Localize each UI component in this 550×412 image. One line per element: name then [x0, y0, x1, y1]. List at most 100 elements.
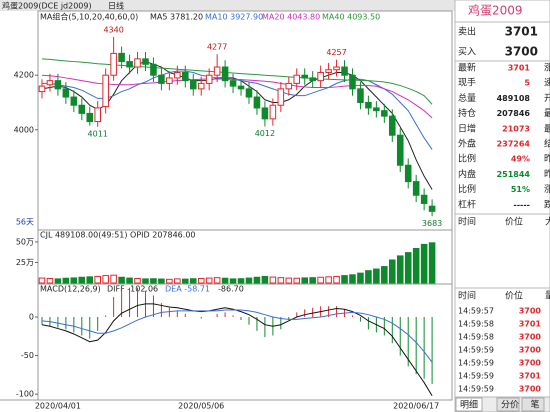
volume-bar [293, 277, 301, 284]
row-side: 涨 [544, 63, 550, 74]
tab-label[interactable]: 笔 [530, 399, 539, 411]
quote-title: 鸡蛋2009 [468, 3, 523, 18]
row-label: 日增 [458, 122, 476, 134]
days-label: 56天 [16, 218, 34, 227]
row-side: 昨 [544, 153, 550, 165]
row-label: 外盘 [458, 138, 476, 150]
tab[interactable] [455, 397, 483, 412]
row-value: 51% [511, 185, 530, 194]
volume-bar [325, 276, 332, 284]
candle-body [174, 71, 181, 79]
low-label: 3683 [422, 219, 442, 228]
column-header: 量 [545, 291, 550, 302]
candle-body [420, 194, 428, 204]
row-label: 内盘 [458, 168, 476, 180]
candle-body [404, 164, 412, 183]
row-label: 持仓 [458, 107, 476, 119]
row-side: 结 [544, 138, 550, 150]
column-header: 大 [545, 216, 550, 228]
volume-bar [205, 277, 213, 284]
row-side: 最 [544, 123, 550, 134]
trade-time: 14:59:59 [458, 359, 494, 368]
volume-bar [412, 248, 420, 284]
candle-body [333, 66, 340, 71]
volume-bar [357, 272, 364, 284]
row-label: 比例 [458, 153, 476, 165]
volume-bar [182, 278, 189, 284]
volume-bar [269, 276, 277, 284]
candle-body [381, 110, 388, 117]
macd-dea-line [41, 309, 433, 363]
candle-body [86, 112, 94, 123]
candle-body [261, 107, 269, 120]
tab-label[interactable]: 明细 [460, 399, 478, 411]
candle-body [110, 52, 117, 76]
diff-label: DIFF -102.06 [107, 285, 158, 294]
candle-body [357, 88, 364, 103]
x-tick-label: 2020/06/17 [393, 402, 439, 411]
volume-bar [341, 275, 348, 284]
candle-body [38, 85, 46, 93]
y-tick-label: 4200 [14, 71, 34, 80]
volume-bar [389, 259, 396, 284]
volume-bar [54, 278, 62, 284]
volume-bar [237, 278, 245, 284]
high-label: 4340 [103, 26, 123, 35]
high-label: 4277 [207, 43, 227, 52]
volume-bar [317, 276, 324, 284]
x-tick-label: 2020/05/06 [178, 402, 224, 411]
candle-body [389, 115, 396, 136]
candle-body [134, 58, 141, 68]
volume-bar [142, 278, 149, 284]
trade-time: 14:59:59 [458, 385, 494, 394]
tab[interactable] [521, 397, 545, 412]
candle-body [269, 104, 277, 120]
row-side: 最 [544, 108, 550, 119]
candle-body [293, 74, 301, 84]
quote-label: 买入 [458, 47, 476, 58]
y-tick-label: 25万 [16, 258, 34, 267]
y-tick-label: 0 [29, 313, 34, 322]
volume-bar [373, 268, 380, 284]
row-value: 3701 [508, 64, 531, 73]
candle-body [118, 52, 125, 63]
tab[interactable] [496, 397, 520, 412]
macd-title: MACD(12,26,9) [40, 285, 101, 294]
volume-bar [253, 276, 261, 284]
period[interactable]: 日线 [108, 1, 124, 11]
volume-bar [349, 274, 356, 284]
ma-title: MA组合(5,10,20,40,60,0) [40, 12, 138, 22]
volume-bar [261, 275, 269, 284]
candle-body [150, 63, 157, 76]
trade-time: 14:59:59 [458, 372, 494, 381]
candle-body [325, 69, 332, 73]
y-tick-label: 4000 [14, 125, 34, 134]
candle-body [126, 61, 133, 68]
y-tick-label: 50万 [16, 237, 34, 246]
y-tick-label: -100 [16, 390, 34, 399]
candle-body [365, 101, 372, 109]
tab-label[interactable]: 分价 [501, 400, 519, 411]
candle-body [277, 88, 285, 106]
row-value: ----- [513, 200, 530, 209]
trade-time: 14:59:58 [458, 333, 494, 342]
candle-body [237, 85, 245, 90]
volume-bar [189, 278, 197, 284]
volume-bar [126, 277, 133, 284]
ma-legend: MA10 3927.90 [205, 13, 263, 22]
quote-price: 3701 [505, 25, 538, 39]
symbol: 鸡蛋2009(DCE jd2009) [2, 1, 92, 11]
candle-body [309, 77, 316, 82]
row-value: 237264 [497, 140, 531, 149]
trade-price: 3700 [519, 333, 542, 342]
volume-bar [245, 277, 253, 284]
volume-bar [309, 277, 316, 284]
candle-body [412, 181, 420, 196]
volume-bar [46, 277, 54, 284]
volume-bar [365, 270, 372, 284]
candle-body [396, 134, 404, 166]
y-tick-label: -50 [21, 351, 34, 360]
volume-bar [38, 277, 46, 284]
toolbar [0, 0, 455, 11]
high-label: 4257 [326, 48, 346, 57]
